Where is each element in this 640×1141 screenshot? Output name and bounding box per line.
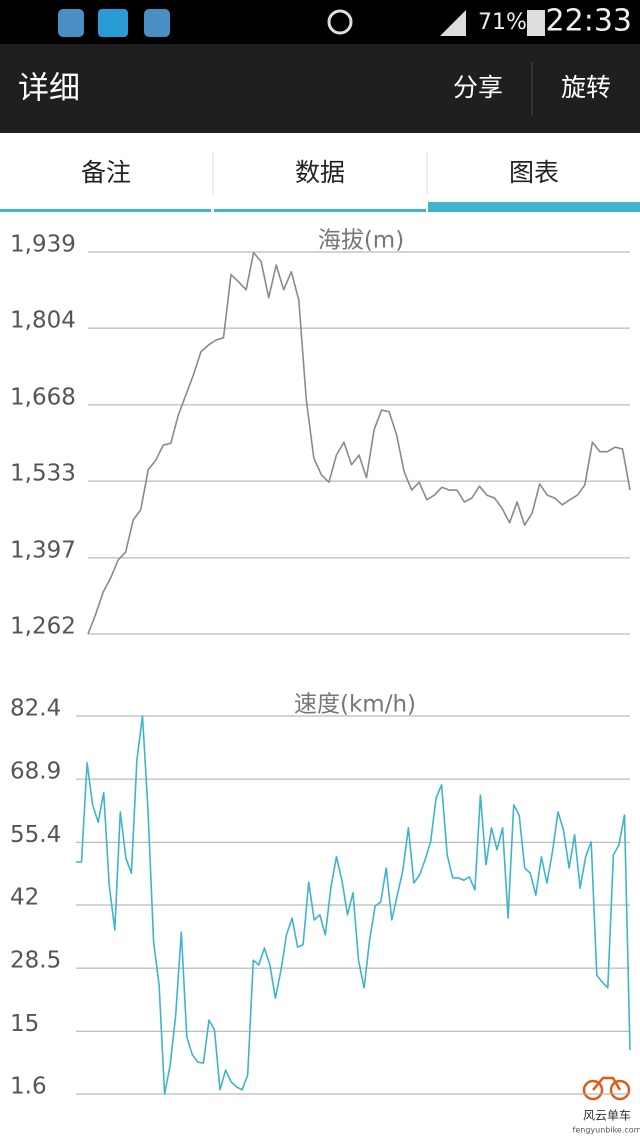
rotate-button[interactable]: 旋转 [561, 73, 611, 102]
chart-title: 速度(km/h) [294, 692, 416, 718]
y-tick-label: 1,939 [10, 232, 76, 258]
y-tick-label: 68.9 [10, 759, 61, 785]
tab[interactable]: 备注 [81, 158, 131, 187]
watermark-logo [582, 1076, 631, 1101]
y-tick-label: 28.5 [10, 948, 61, 974]
y-tick-label: 82.4 [10, 696, 61, 722]
y-tick-label: 42 [10, 885, 39, 911]
tab-indicator-active [428, 202, 640, 212]
chart-title: 海拔(m) [318, 228, 404, 254]
data-line [76, 715, 631, 1095]
tab-active[interactable]: 图表 [509, 158, 559, 187]
watermark-url: fengyunbike.com [573, 1126, 640, 1135]
battery-level: 71% [478, 10, 527, 35]
clock: 22:33 [546, 4, 632, 39]
share-button[interactable]: 分享 [453, 73, 503, 102]
y-tick-label: 55.4 [10, 822, 61, 848]
data-line [87, 251, 631, 635]
tab[interactable]: 数据 [295, 158, 345, 187]
status-icons [58, 9, 545, 37]
y-tick-label: 1,262 [10, 614, 76, 640]
tab-indicator [214, 209, 426, 212]
y-tick-label: 1,668 [10, 384, 76, 410]
y-tick-label: 1.6 [10, 1074, 47, 1100]
watermark-name: 风云单车 [583, 1108, 631, 1123]
y-tick-label: 1,533 [10, 461, 76, 487]
tab-indicator [0, 209, 211, 212]
y-tick-label: 1,804 [10, 308, 76, 334]
tab-bar [0, 133, 640, 212]
y-tick-label: 15 [10, 1011, 39, 1037]
page-title: 详细 [18, 71, 80, 107]
y-tick-label: 1,397 [10, 537, 76, 563]
action-bar [0, 44, 640, 133]
